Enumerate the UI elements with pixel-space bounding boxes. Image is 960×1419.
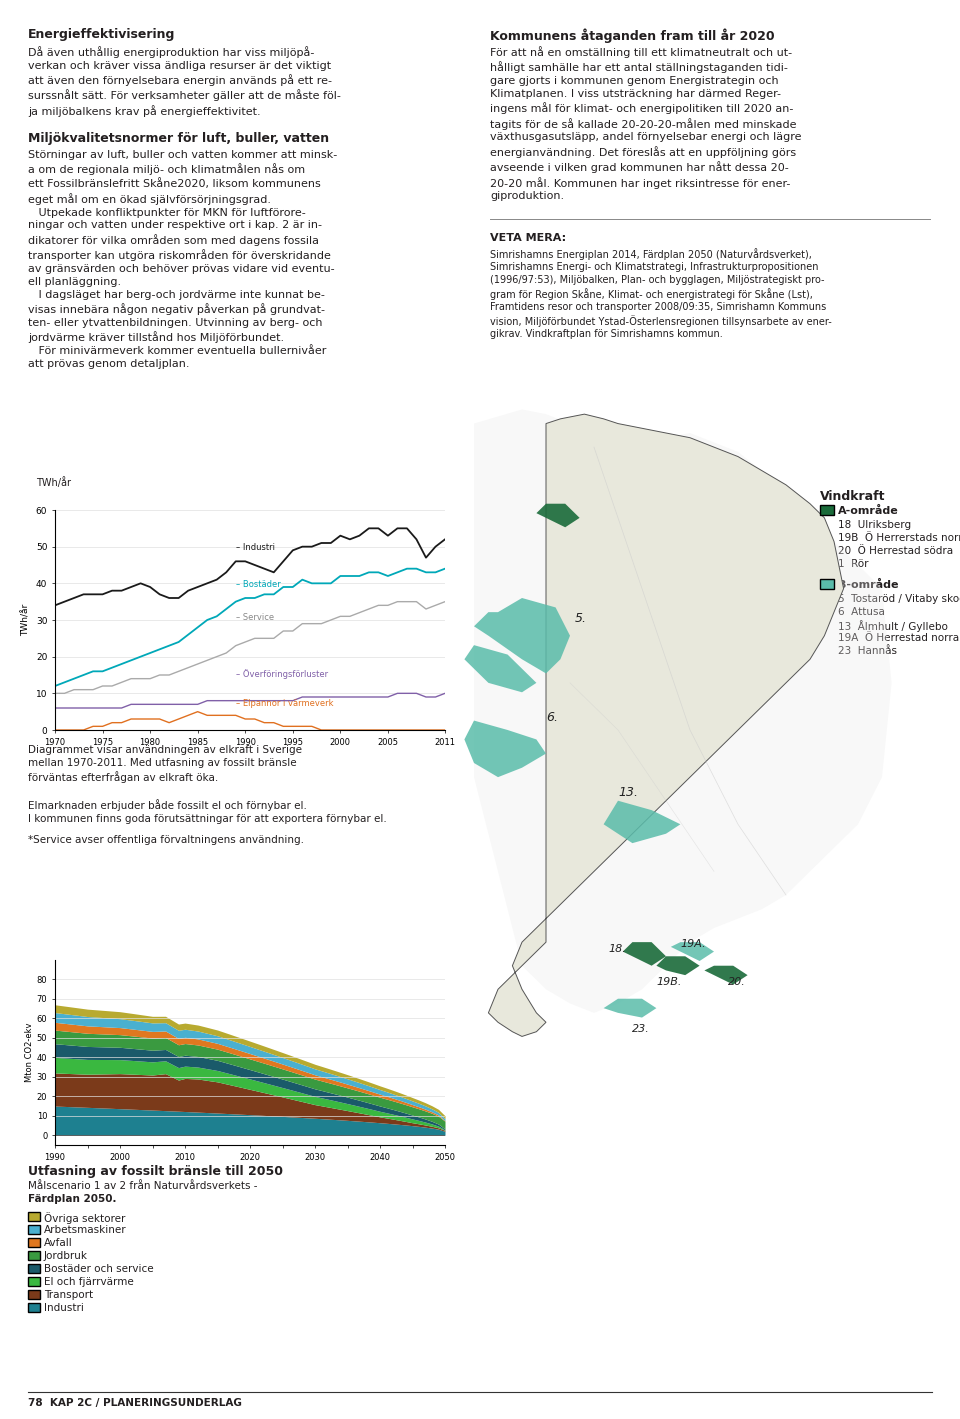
Text: 19B  Ö Herrerstads norra: 19B Ö Herrerstads norra xyxy=(838,534,960,543)
Text: 78  KAP 2C / PLANERINGSUNDERLAG: 78 KAP 2C / PLANERINGSUNDERLAG xyxy=(28,1398,242,1408)
Polygon shape xyxy=(604,800,681,843)
Text: Kommunens åtaganden fram till år 2020: Kommunens åtaganden fram till år 2020 xyxy=(490,28,775,43)
Text: 20  Ö Herrestad södra: 20 Ö Herrestad södra xyxy=(838,546,953,556)
Text: 6  Attusa: 6 Attusa xyxy=(838,607,885,617)
Text: 13.: 13. xyxy=(618,786,638,799)
Text: 20.: 20. xyxy=(729,976,746,986)
Text: För att nå en omställning till ett klimatneutralt och ut-
hålligt samhälle har e: För att nå en omställning till ett klima… xyxy=(490,45,802,201)
Polygon shape xyxy=(623,942,666,966)
Text: 19B.: 19B. xyxy=(657,976,682,986)
Text: Simrishamns Energiplan 2014, Färdplan 2050 (Naturvårdsverket),
Simrishamns Energ: Simrishamns Energiplan 2014, Färdplan 20… xyxy=(490,248,831,339)
Text: 18.: 18. xyxy=(609,944,626,954)
Text: Bostäder och service: Bostäder och service xyxy=(44,1264,154,1274)
Text: TWh/år: TWh/år xyxy=(36,477,71,488)
Text: Energieffektivisering: Energieffektivisering xyxy=(28,28,176,41)
Polygon shape xyxy=(489,414,844,1036)
Text: Färdplan 2050.: Färdplan 2050. xyxy=(28,1193,116,1203)
Text: Utfasning av fossilt bränsle till 2050: Utfasning av fossilt bränsle till 2050 xyxy=(28,1165,283,1178)
Text: 23.: 23. xyxy=(633,1023,650,1033)
Text: Diagrammet visar användningen av elkraft i Sverige
mellan 1970-2011. Med utfasni: Diagrammet visar användningen av elkraft… xyxy=(28,745,302,783)
Polygon shape xyxy=(465,721,546,778)
Text: 6.: 6. xyxy=(546,711,558,724)
Text: 5  Tostaröd / Vitaby skog / De dödas lott: 5 Tostaröd / Vitaby skog / De dödas lott xyxy=(838,595,960,604)
Polygon shape xyxy=(705,966,748,985)
Text: – Elpannor i värmeverk: – Elpannor i värmeverk xyxy=(236,700,333,708)
Polygon shape xyxy=(657,956,700,975)
Text: B-område: B-område xyxy=(838,580,899,590)
Text: Arbetsmaskiner: Arbetsmaskiner xyxy=(44,1225,127,1235)
Polygon shape xyxy=(537,504,580,528)
Text: 23  Hannås: 23 Hannås xyxy=(838,646,897,656)
Text: – Industri: – Industri xyxy=(236,543,275,552)
Text: A-område: A-område xyxy=(838,507,899,517)
Text: Miljökvalitetsnormer för luft, buller, vatten: Miljökvalitetsnormer för luft, buller, v… xyxy=(28,132,329,145)
Text: Störningar av luft, buller och vatten kommer att minsk-
a om de regionala miljö-: Störningar av luft, buller och vatten ko… xyxy=(28,150,337,369)
Polygon shape xyxy=(465,646,537,692)
Text: Målscenario 1 av 2 från Naturvårdsverkets -: Målscenario 1 av 2 från Naturvårdsverket… xyxy=(28,1181,257,1191)
Polygon shape xyxy=(671,942,714,961)
Text: 19A  Ö Herrestad norra: 19A Ö Herrestad norra xyxy=(838,633,959,643)
Text: – Bostäder: – Bostäder xyxy=(236,580,280,589)
Y-axis label: Mton CO2-ekv: Mton CO2-ekv xyxy=(25,1023,34,1083)
Text: 1  Rör: 1 Rör xyxy=(838,559,869,569)
Polygon shape xyxy=(474,597,570,674)
Text: El och fjärrvärme: El och fjärrvärme xyxy=(44,1277,133,1287)
Polygon shape xyxy=(604,999,657,1017)
Y-axis label: TWh/år: TWh/år xyxy=(21,604,31,636)
Text: 5.: 5. xyxy=(575,612,587,624)
Text: Avfall: Avfall xyxy=(44,1237,73,1247)
Text: Industri: Industri xyxy=(44,1303,84,1313)
Text: – Service: – Service xyxy=(236,613,274,622)
Text: 13  Ålmhult / Gyllebo: 13 Ålmhult / Gyllebo xyxy=(838,620,948,631)
Text: Övriga sektorer: Övriga sektorer xyxy=(44,1212,126,1225)
Polygon shape xyxy=(474,410,892,1013)
Text: Då även uthållig energiproduktion har viss miljöpå-
verkan och kräver vissa ändl: Då även uthållig energiproduktion har vi… xyxy=(28,45,341,116)
Text: *Service avser offentliga förvaltningens användning.: *Service avser offentliga förvaltningens… xyxy=(28,834,304,844)
Text: 18  Ulriksberg: 18 Ulriksberg xyxy=(838,519,911,531)
Text: Elmarknaden erbjuder både fossilt el och förnybar el.
I kommunen finns goda föru: Elmarknaden erbjuder både fossilt el och… xyxy=(28,799,387,823)
Text: Vindkraft: Vindkraft xyxy=(820,490,885,502)
Text: 19A.: 19A. xyxy=(681,939,706,949)
Text: – Överföringsförluster: – Överföringsförluster xyxy=(236,668,328,678)
Text: VETA MERA:: VETA MERA: xyxy=(490,233,566,243)
Text: Jordbruk: Jordbruk xyxy=(44,1252,88,1261)
Text: Transport: Transport xyxy=(44,1290,93,1300)
